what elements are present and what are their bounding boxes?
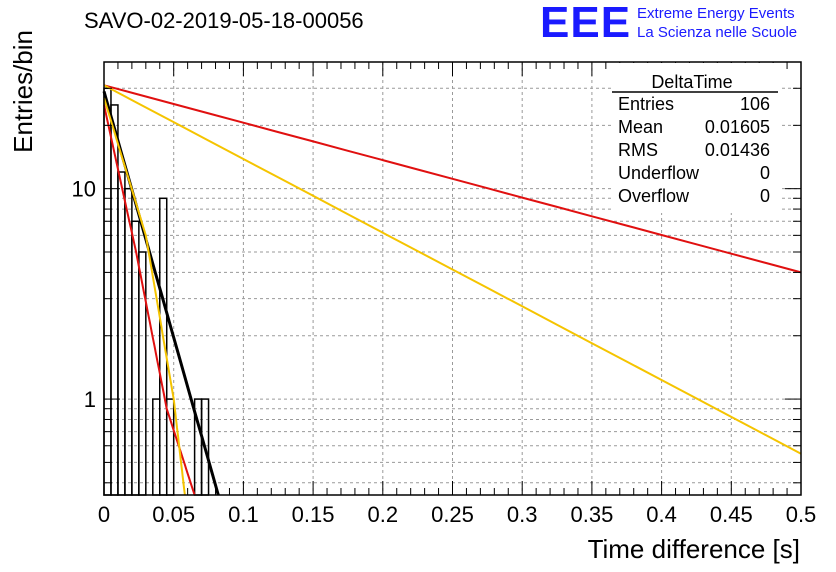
stats-box: DeltaTime Entries 106 Mean 0.01605 RMS 0… <box>612 63 780 213</box>
eee-logo-mark: EEE <box>540 0 632 47</box>
x-tick-label: 0.1 <box>228 502 259 527</box>
stats-label-entries: Entries <box>618 94 674 114</box>
x-tick-label: 0.45 <box>710 502 753 527</box>
x-tick-label: 0.5 <box>786 502 817 527</box>
histogram-bin <box>124 187 133 496</box>
fit-curves <box>102 84 802 496</box>
fit-curve-yellow <box>103 97 186 496</box>
logo-line-2: La Scienza nelle Scuole <box>637 24 798 41</box>
fit-curve-yellow <box>103 84 802 455</box>
stats-value-rms: 0.01436 <box>705 140 770 160</box>
y-tick-label: 10 <box>72 177 96 202</box>
x-tick-label: 0.35 <box>570 502 613 527</box>
histogram-bin <box>117 171 126 496</box>
chart-title: SAVO-02-2019-05-18-00056 <box>84 8 364 33</box>
y-tick-label: 1 <box>84 387 96 412</box>
stats-value-underflow: 0 <box>760 163 770 183</box>
stats-value-mean: 0.01605 <box>705 117 770 137</box>
stats-value-entries: 106 <box>740 94 770 114</box>
stats-label-overflow: Overflow <box>618 186 690 206</box>
eee-logo: EEE Extreme Energy Events La Scienza nel… <box>540 0 797 47</box>
x-tick-label: 0.25 <box>431 502 474 527</box>
logo-line-1: Extreme Energy Events <box>637 5 795 22</box>
eee-logo-text: Extreme Energy Events La Scienza nelle S… <box>637 4 797 42</box>
histogram-bin <box>152 398 161 496</box>
x-axis-label: Time difference [s] <box>588 534 800 564</box>
stats-label-rms: RMS <box>618 140 658 160</box>
y-axis-label: Entries/bin <box>8 30 38 153</box>
x-tick-label: 0.4 <box>646 502 677 527</box>
histogram-bin <box>103 87 112 496</box>
stats-title: DeltaTime <box>651 72 732 92</box>
fit-curve-red <box>103 84 802 274</box>
x-tick-label: 0.3 <box>507 502 538 527</box>
x-tick-label: 0.2 <box>368 502 399 527</box>
x-tick-label: 0.05 <box>152 502 195 527</box>
grid-lines <box>104 61 801 495</box>
stats-label-mean: Mean <box>618 117 663 137</box>
x-tick-label: 0.15 <box>292 502 335 527</box>
stats-value-overflow: 0 <box>760 186 770 206</box>
axis-tick-labels: 0 0.05 0.1 0.15 0.2 0.25 0.3 0.35 0.4 0.45 0.5 1 10 <box>72 177 817 527</box>
x-tick-label: 0 <box>98 502 110 527</box>
stats-label-underflow: Underflow <box>618 163 700 183</box>
